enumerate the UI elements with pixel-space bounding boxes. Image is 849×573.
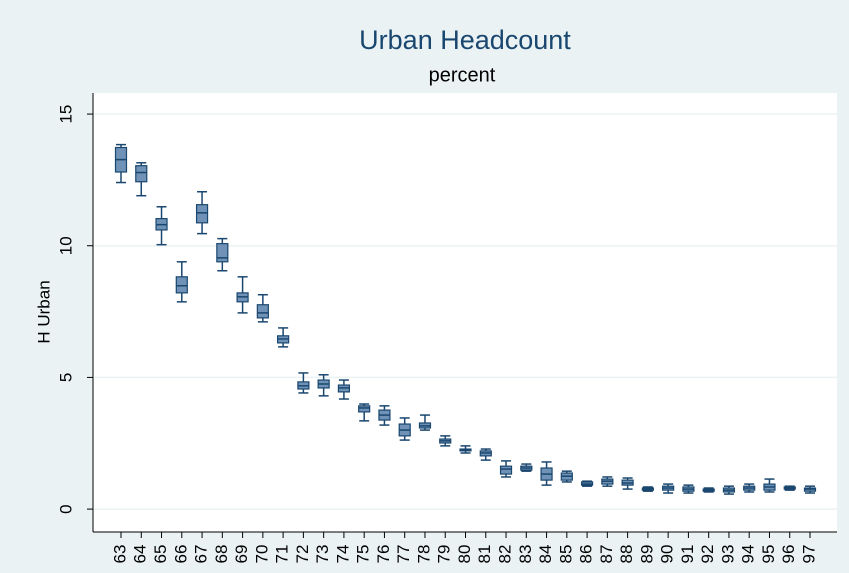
x-tick-label: 95 xyxy=(759,545,778,564)
x-tick-label: 64 xyxy=(131,545,150,564)
x-tick-label: 65 xyxy=(151,545,170,564)
x-tick-label: 80 xyxy=(455,545,474,564)
box xyxy=(175,276,188,294)
x-tick-label: 68 xyxy=(212,545,231,564)
x-tick-label: 77 xyxy=(394,545,413,564)
box xyxy=(358,405,371,413)
box xyxy=(256,304,269,319)
x-tick-label: 72 xyxy=(293,545,312,564)
y-tick-label: 15 xyxy=(56,105,75,124)
x-tick-label: 83 xyxy=(516,545,535,564)
x-tick-label: 71 xyxy=(273,545,292,564)
box xyxy=(135,165,148,183)
x-tick-label: 84 xyxy=(536,545,555,564)
x-tick-label: 93 xyxy=(718,545,737,564)
plot-area xyxy=(93,93,837,532)
box xyxy=(216,243,229,263)
x-tick-label: 88 xyxy=(617,545,636,564)
x-tick-label: 73 xyxy=(313,545,332,564)
chart-subtitle: percent xyxy=(429,64,496,86)
x-tick-label: 63 xyxy=(110,545,129,564)
y-tick-label: 0 xyxy=(56,504,75,513)
chart-title: Urban Headcount xyxy=(359,25,571,55)
y-tick-label: 5 xyxy=(56,373,75,382)
box xyxy=(195,204,209,224)
x-tick-label: 94 xyxy=(739,545,758,564)
y-tick-label: 10 xyxy=(56,236,75,255)
x-tick-label: 81 xyxy=(475,545,494,564)
x-tick-label: 70 xyxy=(252,545,271,564)
x-tick-label: 82 xyxy=(496,545,515,564)
x-tick-label: 76 xyxy=(374,545,393,564)
x-tick-label: 79 xyxy=(435,545,454,564)
x-tick-label: 97 xyxy=(799,545,818,564)
x-tick-label: 78 xyxy=(414,545,433,564)
x-tick-label: 75 xyxy=(354,545,373,564)
box xyxy=(499,465,513,475)
y-axis-label: H Urban xyxy=(34,280,53,343)
x-tick-label: 87 xyxy=(597,545,616,564)
x-tick-label: 67 xyxy=(192,545,211,564)
x-tick-label: 69 xyxy=(232,545,251,564)
x-tick-label: 66 xyxy=(171,545,190,564)
x-tick-label: 92 xyxy=(698,545,717,564)
x-tick-label: 96 xyxy=(779,545,798,564)
x-tick-label: 74 xyxy=(333,545,352,564)
x-tick-label: 89 xyxy=(637,545,656,564)
x-tick-label: 90 xyxy=(658,545,677,564)
x-tick-label: 85 xyxy=(556,545,575,564)
x-tick-label: 91 xyxy=(678,545,697,564)
x-tick-label: 86 xyxy=(577,545,596,564)
